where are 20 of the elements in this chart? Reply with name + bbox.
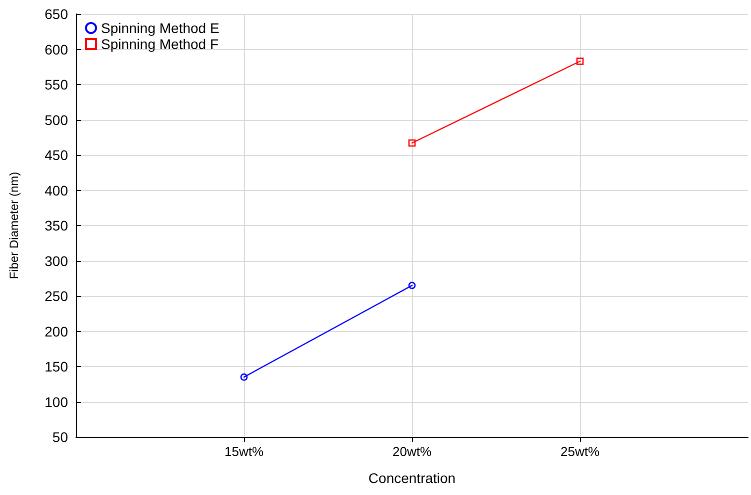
- legend-label: Spinning Method F: [101, 36, 219, 52]
- y-tick-label: 550: [44, 76, 68, 92]
- x-tick-label: 15wt%: [224, 444, 264, 459]
- y-tick-label: 450: [44, 147, 68, 163]
- y-tick-label: 250: [44, 288, 68, 304]
- x-axis-title: Concentration: [368, 470, 456, 486]
- legend-label: Spinning Method E: [101, 20, 220, 36]
- x-tick-label: 20wt%: [392, 444, 432, 459]
- y-tick-label: 600: [44, 41, 68, 58]
- y-tick-label: 300: [44, 252, 68, 269]
- y-tick-label: 400: [44, 182, 68, 198]
- y-tick-label: 100: [44, 394, 68, 410]
- y-tick-label: 50: [52, 429, 68, 445]
- x-tick-label: 25wt%: [560, 444, 600, 459]
- y-tick-label: 650: [44, 6, 68, 22]
- y-axis-title: Fiber Diameter (nm): [7, 172, 21, 280]
- y-tick-label: 350: [44, 218, 68, 234]
- y-tick-label: 500: [44, 112, 68, 128]
- y-tick-label: 150: [44, 358, 68, 374]
- y-tick-label: 200: [44, 323, 68, 340]
